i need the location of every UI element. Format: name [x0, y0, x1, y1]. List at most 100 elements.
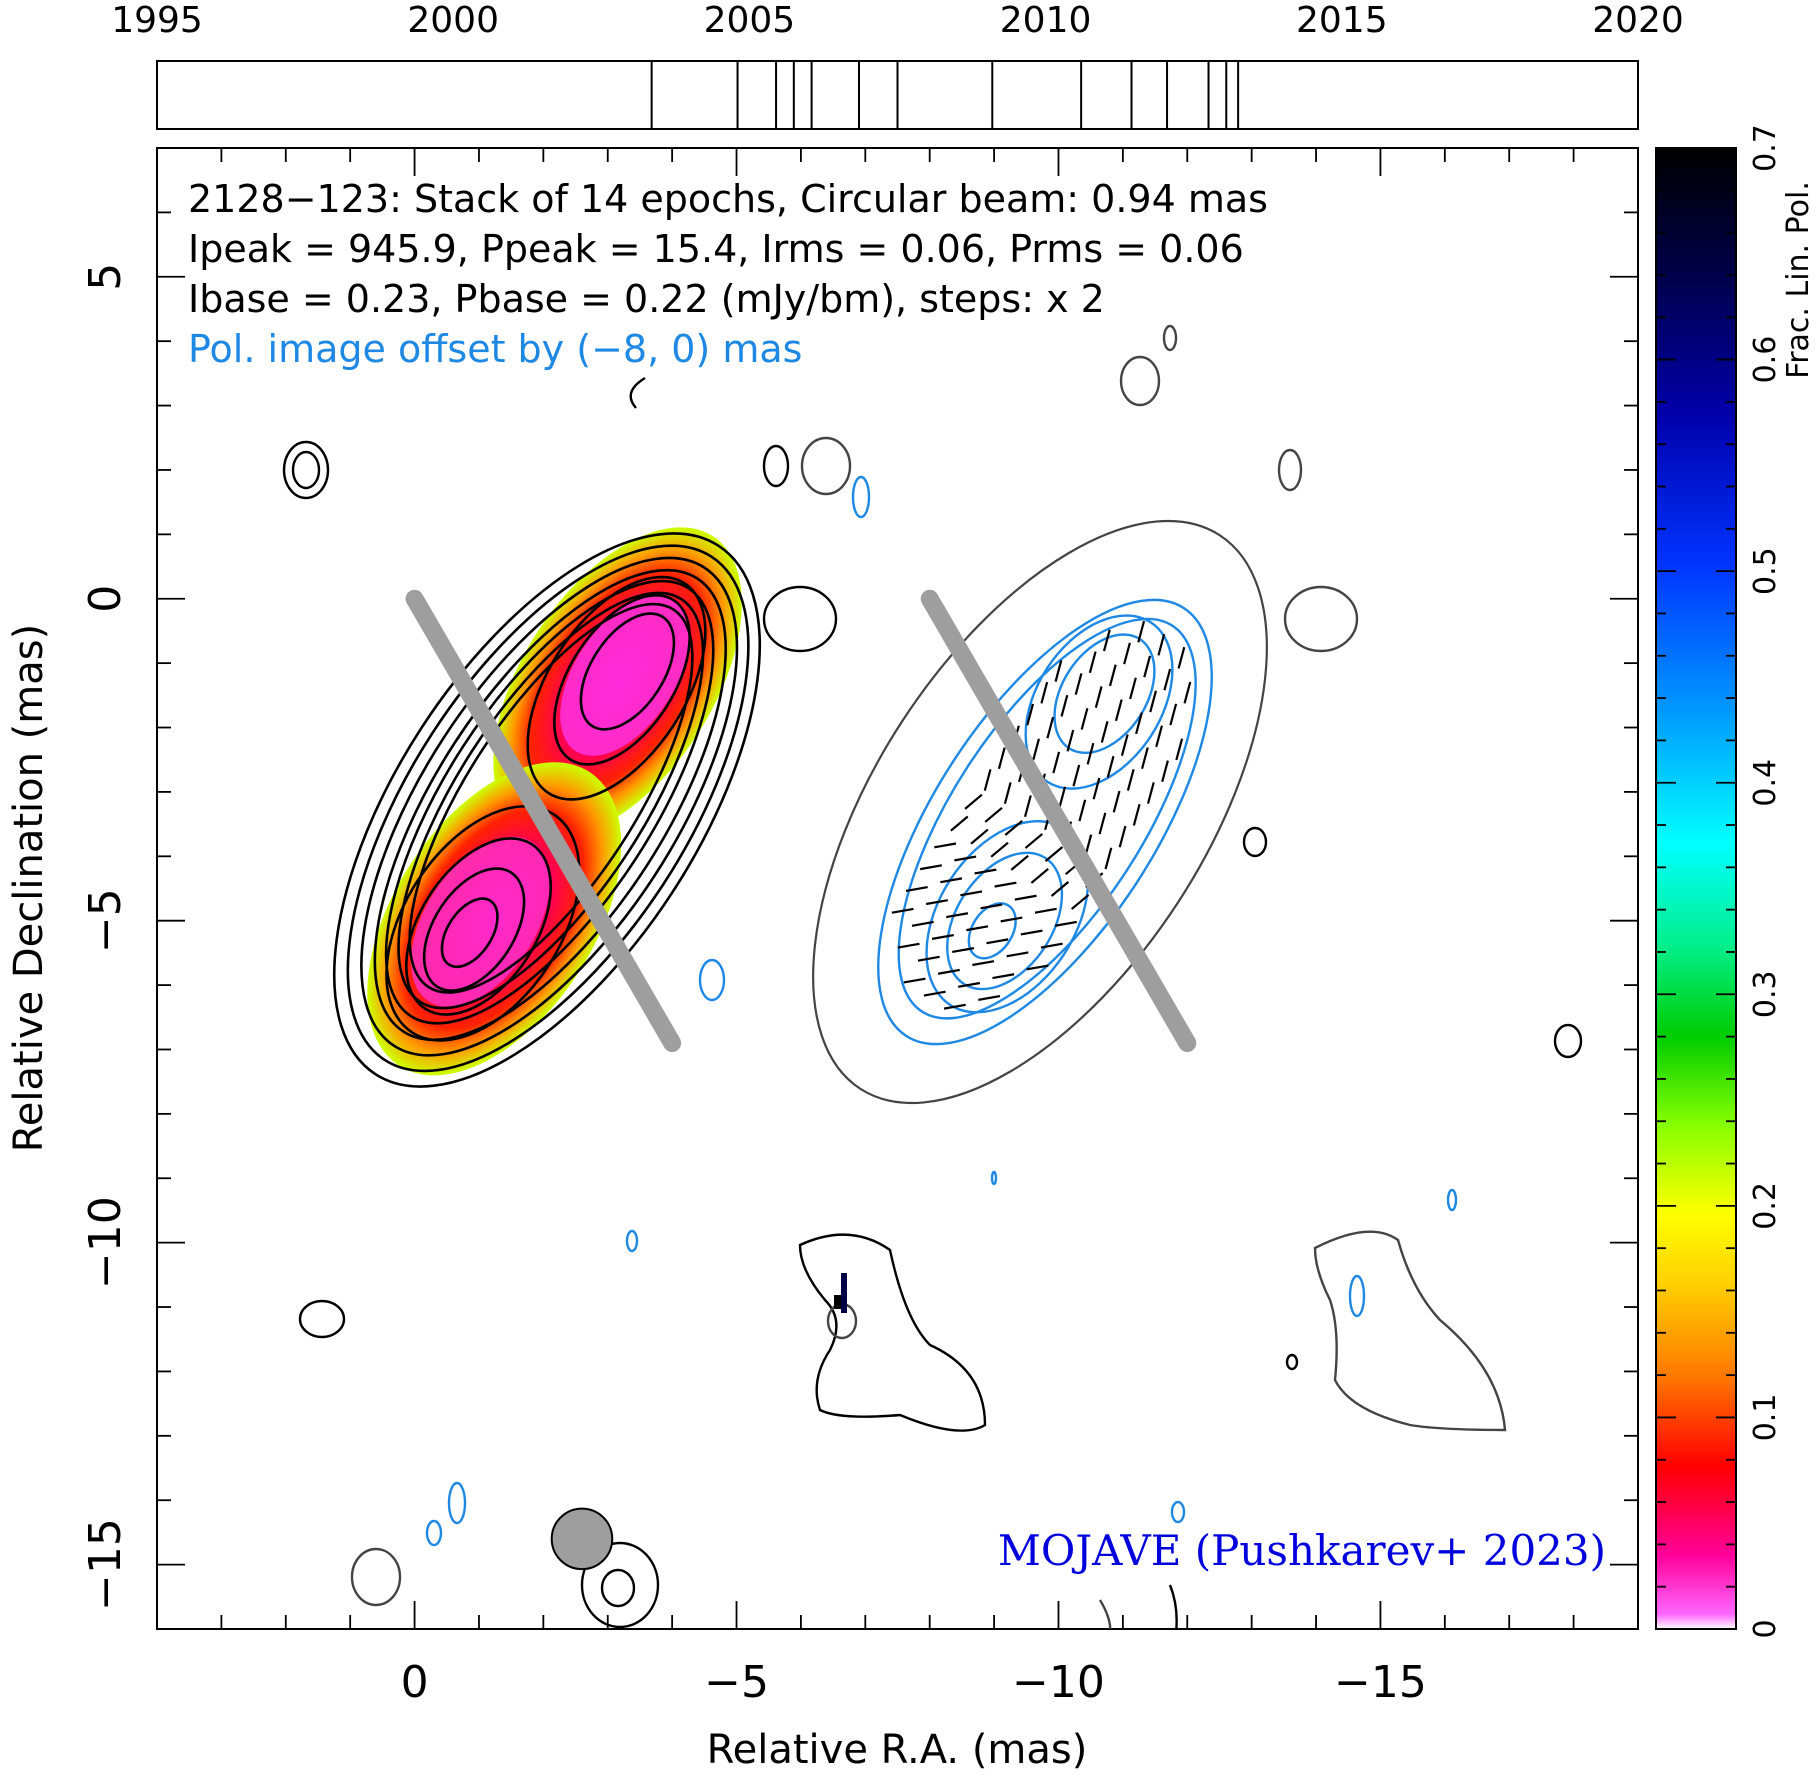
evpa-tick — [1092, 777, 1101, 800]
ridgeline-pol — [920, 589, 1197, 1053]
evpa-tick — [1106, 755, 1115, 778]
evpa-tick — [1183, 681, 1192, 704]
credit-label: MOJAVE (Pushkarev+ 2023) — [998, 1526, 1606, 1575]
evpa-tick — [1032, 738, 1040, 761]
pol-contours — [877, 598, 1213, 1046]
evpa-tick — [1086, 742, 1095, 765]
evpa-tick — [1146, 782, 1155, 804]
colorbar-title: Frac. Lin. Pol. — [1781, 181, 1816, 379]
evpa-tick — [1161, 760, 1169, 783]
colorbar-tick-label: 0.4 — [1748, 759, 1783, 807]
evpa-tick — [1006, 951, 1029, 958]
x-tick-labels: 0 −5 −10 −15 — [401, 1657, 1427, 1708]
evpa-tick — [954, 855, 977, 862]
year-label: 2015 — [1296, 0, 1388, 41]
colorbar-tick-label: 0.5 — [1748, 547, 1783, 595]
evpa-tick — [986, 938, 1009, 945]
evpa-tick — [934, 842, 957, 849]
colorbar-tick-label: 0.3 — [1748, 970, 1783, 1018]
evpa-tick — [1104, 847, 1113, 870]
evpa-tick — [972, 960, 995, 967]
evpa-tick — [1054, 660, 1063, 682]
evpa-tick — [897, 942, 920, 949]
evpa-tick — [1003, 782, 1012, 804]
evpa-tick — [1114, 699, 1123, 722]
title-line-1: 2128−123: Stack of 14 epochs, Circular b… — [188, 177, 1268, 221]
y-axis-title: Relative Declination (mas) — [6, 624, 52, 1152]
colorbar-tick-label: 0.2 — [1748, 1182, 1783, 1230]
evpa-tick — [1046, 716, 1055, 739]
colorbar-ticks — [1656, 147, 1736, 1630]
evpa-tick — [997, 747, 1006, 770]
evpa-tick — [923, 990, 946, 997]
evpa-tick — [1149, 690, 1158, 713]
evpa-tick — [1108, 664, 1117, 687]
evpa-tick — [966, 925, 989, 932]
evpa-tick — [1157, 633, 1166, 656]
title-line-2: Ipeak = 945.9, Ppeak = 15.4, Irms = 0.06… — [188, 227, 1244, 271]
offset-note: Pol. image offset by (−8, 0) mas — [188, 327, 802, 371]
evpa-tick — [960, 890, 983, 897]
evpa-tick — [1014, 894, 1037, 901]
evpa-tick — [905, 886, 928, 892]
evpa-tick — [1177, 646, 1186, 669]
pol-color-core-peak — [560, 595, 690, 756]
year-labels: 1995 2000 2005 2010 2015 2020 — [111, 0, 1684, 41]
evpa-tick — [1052, 751, 1061, 774]
evpa-tick — [974, 868, 997, 875]
evpa-tick — [994, 881, 1017, 888]
evpa-tick — [978, 994, 1001, 1001]
evpa-tick — [1050, 881, 1070, 897]
x-tick-label: −5 — [704, 1657, 769, 1708]
evpa-tick — [984, 806, 1003, 823]
evpa-tick — [970, 828, 989, 845]
evpa-tick — [1141, 747, 1149, 770]
evpa-tick — [1026, 964, 1049, 971]
evpa-tick — [1155, 725, 1163, 748]
y-tick-labels: 5 0 −5 −10 −15 — [80, 263, 131, 1611]
evpa-tick — [1098, 812, 1107, 835]
evpa-tick — [1072, 764, 1081, 787]
ridgeline-total — [405, 589, 682, 1053]
evpa-tick — [1102, 629, 1111, 652]
evpa-tick — [937, 968, 960, 975]
intensity-contours — [332, 532, 762, 1088]
year-label: 1995 — [111, 0, 203, 41]
evpa-tick — [943, 1003, 966, 1010]
colorbar-labels: 0 0.1 0.2 0.3 0.4 0.5 0.6 0.7 — [1748, 124, 1783, 1638]
evpa-tick — [1094, 686, 1103, 709]
evpa-tick — [1078, 799, 1087, 822]
evpa-tick — [990, 841, 1009, 858]
evpa-tick — [964, 793, 983, 810]
evpa-tick — [891, 907, 914, 914]
evpa-tick — [1112, 790, 1121, 813]
evpa-tick — [1137, 620, 1146, 643]
y-tick-label: −10 — [80, 1196, 131, 1289]
colorbar-tick-label: 0 — [1748, 1619, 1783, 1638]
evpa-tick — [946, 912, 969, 919]
year-label: 2010 — [1000, 0, 1092, 41]
evpa-tick — [1066, 729, 1075, 752]
evpa-tick — [925, 899, 948, 906]
x-tick-label: 0 — [401, 1657, 429, 1708]
axis-ticks — [156, 147, 1639, 1630]
evpa-tick — [1034, 907, 1057, 914]
colorbar-fill — [1655, 147, 1737, 1630]
evpa-tick — [983, 769, 992, 791]
y-tick-label: −5 — [80, 888, 131, 953]
epoch-timeline: 1995 2000 2005 2010 2015 2020 — [111, 0, 1684, 130]
evpa-tick — [1163, 668, 1172, 691]
evpa-tick — [911, 920, 934, 927]
evpa-tick — [1074, 673, 1083, 695]
evpa-tick — [1080, 707, 1089, 730]
x-tick-label: −15 — [1334, 1657, 1427, 1708]
y-tick-label: 5 — [80, 263, 131, 291]
evpa-tick — [957, 981, 981, 988]
evpa-tick — [917, 955, 940, 962]
evpa-tick — [1118, 825, 1127, 848]
evpa-tick — [1010, 854, 1029, 871]
evpa-tick — [1123, 642, 1131, 665]
x-axis-title: Relative R.A. (mas) — [707, 1727, 1088, 1773]
evpa-tick — [1135, 712, 1143, 735]
